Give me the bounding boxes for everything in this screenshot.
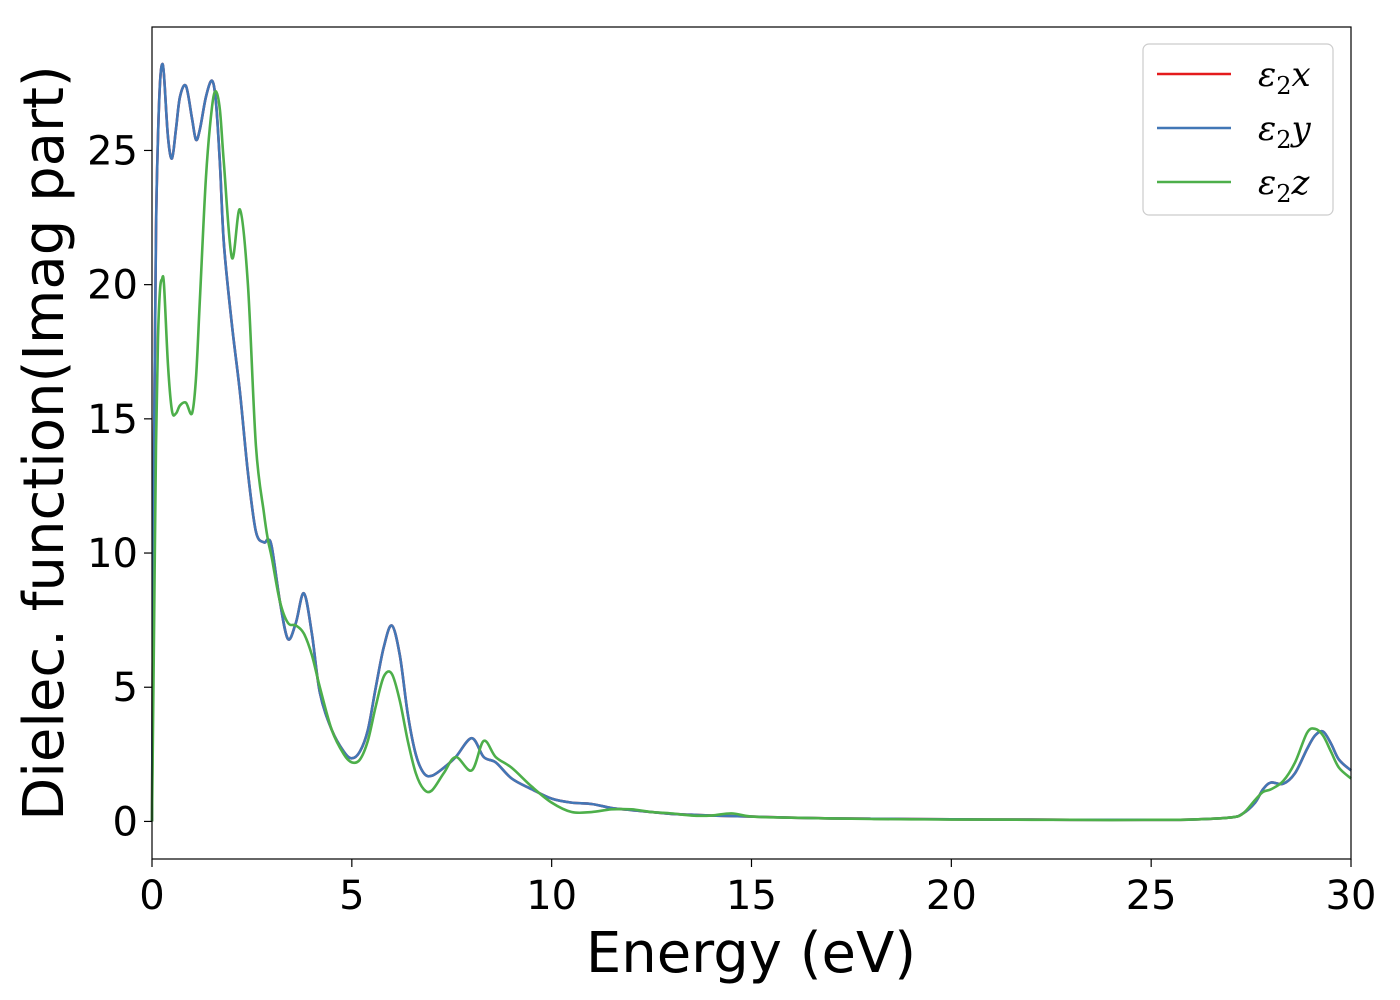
legend-label-y: ε2y bbox=[1258, 109, 1312, 154]
x-tick-label: 10 bbox=[526, 873, 577, 919]
x-tick-label: 25 bbox=[1126, 873, 1177, 919]
legend-label-x: ε2x bbox=[1258, 55, 1311, 100]
series-line-z bbox=[150, 90, 1352, 822]
legend: ε2x ε2y ε2z bbox=[1142, 43, 1334, 216]
x-axis-label: Energy (eV) bbox=[586, 921, 916, 986]
series-layer bbox=[150, 62, 1352, 822]
x-tick-label: 0 bbox=[139, 873, 164, 919]
legend-label-z: ε2z bbox=[1258, 163, 1311, 208]
y-tick-label: 20 bbox=[87, 263, 138, 309]
x-tick-label: 30 bbox=[1326, 873, 1377, 919]
y-tick-label: 25 bbox=[87, 128, 138, 174]
y-axis-label: Dielec. function(Imag part) bbox=[12, 65, 77, 821]
x-tick-label: 5 bbox=[339, 873, 364, 919]
tick-layer: 0 5 10 15 20 25 30 0 5 10 15 20 25 bbox=[87, 128, 1376, 919]
y-tick-label: 0 bbox=[113, 799, 138, 845]
legend-box bbox=[1142, 43, 1334, 216]
x-tick-label: 15 bbox=[726, 873, 777, 919]
y-tick-label: 5 bbox=[113, 665, 138, 711]
x-tick-label: 20 bbox=[926, 873, 977, 919]
y-tick-label: 15 bbox=[87, 397, 138, 443]
legend-items: ε2x ε2y ε2z bbox=[1157, 55, 1312, 208]
y-tick-label: 10 bbox=[87, 531, 138, 577]
